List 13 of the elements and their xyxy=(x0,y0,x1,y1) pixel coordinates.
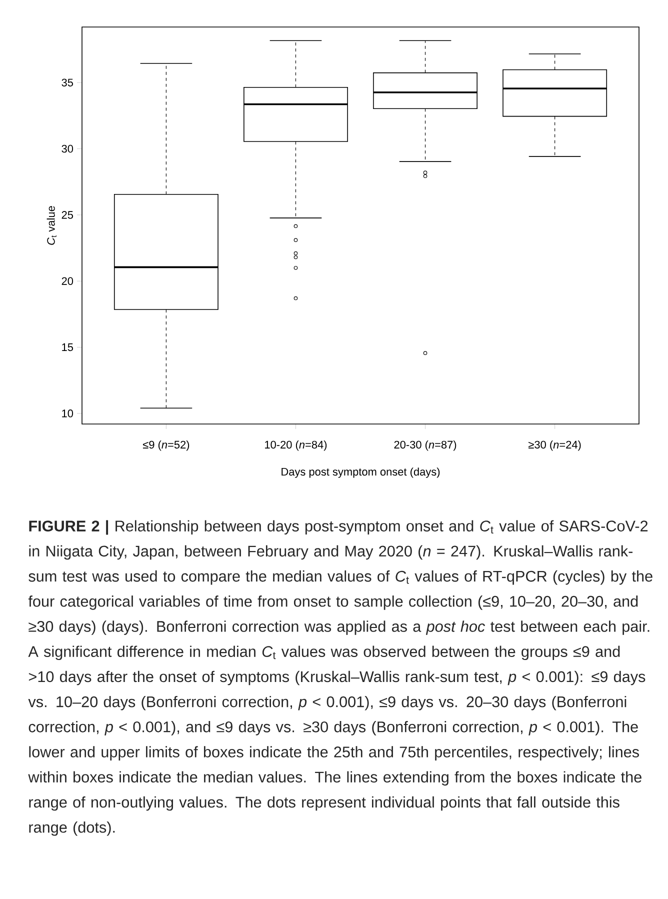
x-tick-label: ≤9 (n=52) xyxy=(142,440,190,451)
y-tick-label: 15 xyxy=(62,343,74,352)
y-tick-label: 10 xyxy=(62,410,74,418)
y-tick-label: 30 xyxy=(62,144,74,153)
x-axis-title: Days post symptom onset (days) xyxy=(282,468,440,478)
x-tick-label: ≥30 (n=24) xyxy=(528,440,581,451)
y-tick-label: 35 xyxy=(62,78,74,86)
x-tick-label: 20-30 (n=87) xyxy=(394,440,456,451)
y-tick-label: 20 xyxy=(62,277,74,285)
x-tick-label: 10-20 (n=84) xyxy=(265,440,327,451)
text: FIGURE 2 | Relationship between days post-symptom onset and C$_{t}$ value of SARS-CoV-2 in Niigata City, Japan, between February and May 2020 (n = 247). Kruskal–Wallis rank-sum test was used to compare the median values of C$_{t}$ values of RT-qPCR (cycles) by the four categorical variables of time from onset to sample collection (≤9, 10–20, 20–30, and ≥30 days) (days). Bonferroni correction was applied as a post hoc test between each pair. A significant difference in median C$_{t}$ values was observed between the groups ≤9 and >10 days after the onset of symptoms (Kruskal–Wallis rank-sum test, p < 0.001): ≤9 days vs. 10–20 days (Bonferroni correction, p < 0.001), ≤9 days vs. 20–30 days (Bonferroni correction, p < 0.001), and ≤9 days vs. ≥30 days (Bonferroni correction, p < 0.001). The lower and upper limits of boxes indicate the 25th and 75th percentiles, respectively; lines within boxes indicate the median values. The lines extending from the boxes indicate the range of non-outlying values. The dots represent individual points that fall outside this range (dots). xyxy=(28,520,652,836)
y-axis-title: C$_{t}$ value xyxy=(46,206,56,245)
y-tick-label: 25 xyxy=(62,211,74,219)
